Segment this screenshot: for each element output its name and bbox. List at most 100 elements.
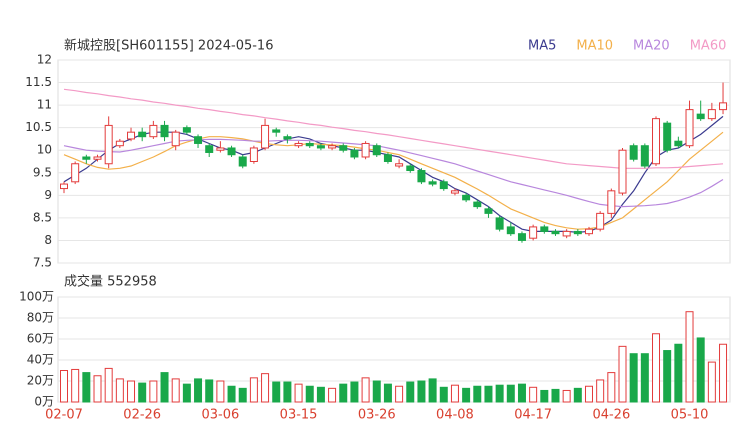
candle-body [60,183,68,190]
candle-body [640,145,649,167]
volume-bar [127,380,136,403]
volume-bar [138,382,147,403]
x-tick-label: 02-26 [123,408,161,423]
candle-body [707,109,716,120]
y-tick-label: 10 [37,143,52,157]
volume-bar [484,385,493,403]
candle-body [305,142,314,147]
y-tick-label: 20万 [27,374,54,388]
volume-bar [249,377,258,403]
candle-body [383,154,392,163]
y-tick-label: 80万 [27,311,54,325]
y-tick-label: 7.5 [33,256,52,270]
x-tick-label: 04-26 [592,408,630,423]
candle-body [484,208,493,214]
y-tick-label: 60万 [27,332,54,346]
volume-bar [294,383,303,403]
candle-body [294,142,303,147]
volume-bar [149,380,158,403]
candle-body [372,145,381,156]
y-tick-label: 100万 [19,290,54,304]
volume-bar [261,373,270,403]
volume-bar [663,350,672,403]
volume-bar [104,367,113,403]
candle-body [529,226,538,239]
volume-bar [719,343,728,403]
volume-bar [428,378,437,403]
volume-bar [462,387,471,403]
volume-bar [339,383,348,403]
volume-bar [406,381,415,403]
volume-bar [596,379,605,403]
price-frame [57,59,731,264]
candle-body [417,170,426,183]
candle-body [439,181,448,190]
legend-entry: MA20 [633,39,670,54]
volume-bar [495,384,504,403]
chart-title: 新城控股[SH601155] 2024-05-16 [64,38,273,54]
volume-bar [316,386,325,403]
candle-body [339,145,348,151]
candle-body [104,124,113,165]
candle-body [160,124,169,138]
candle-body [205,145,214,153]
volume-bar [674,343,683,403]
candle-body [361,142,370,158]
candle-body [71,163,80,183]
candle-body [618,149,627,194]
legend-entry: MA10 [576,39,613,54]
candle-body [540,226,549,232]
volume-bar [383,383,392,403]
candle-body [719,102,728,111]
volume-bar [71,368,80,403]
candle-body [227,147,236,156]
volume-bar [171,378,180,403]
volume-bar [238,387,247,403]
volume-bar [395,385,404,403]
y-tick-label: 0万 [34,395,54,409]
volume-bar [350,381,359,403]
volume-bar [305,385,314,403]
candle-body [283,136,292,140]
candle-body [495,217,504,230]
volume-bar [584,385,593,403]
y-tick-label: 9 [44,188,52,202]
y-tick-label: 9.5 [33,165,52,179]
volume-bar [652,333,661,403]
y-tick-label: 8.5 [33,210,52,224]
volume-bar [562,389,571,403]
y-tick-label: 12 [37,53,52,67]
ma-line [63,131,724,230]
volume-bar [194,378,203,403]
x-tick-label: 03-26 [358,408,396,423]
x-tick-label: 02-07 [45,408,83,423]
volume-bar [618,345,627,403]
volume-bar [473,385,482,403]
candle-body [428,181,437,185]
volume-bar [328,387,337,403]
volume-bar [361,377,370,403]
candle-body [607,190,616,214]
candle-body [127,131,136,140]
volume-bar [607,372,616,403]
y-tick-label: 11 [37,98,52,112]
candle-body [138,131,147,138]
candle-body [115,140,124,147]
candle-body [272,129,281,133]
y-tick-label: 11.5 [25,75,52,89]
volume-bar [529,386,538,403]
x-tick-label: 04-08 [436,408,474,423]
legend-entry: MA60 [690,39,727,54]
candle-body [473,201,482,208]
candle-body [93,156,102,160]
candle-body [562,230,571,237]
x-tick-label: 03-15 [280,408,318,423]
volume-bar [517,383,526,403]
volume-bar [205,379,214,403]
candle-body [573,230,582,235]
volume-bar [640,353,649,403]
y-tick-label: 40万 [27,353,54,367]
volume-bar [439,386,448,403]
y-tick-label: 8 [44,233,52,247]
